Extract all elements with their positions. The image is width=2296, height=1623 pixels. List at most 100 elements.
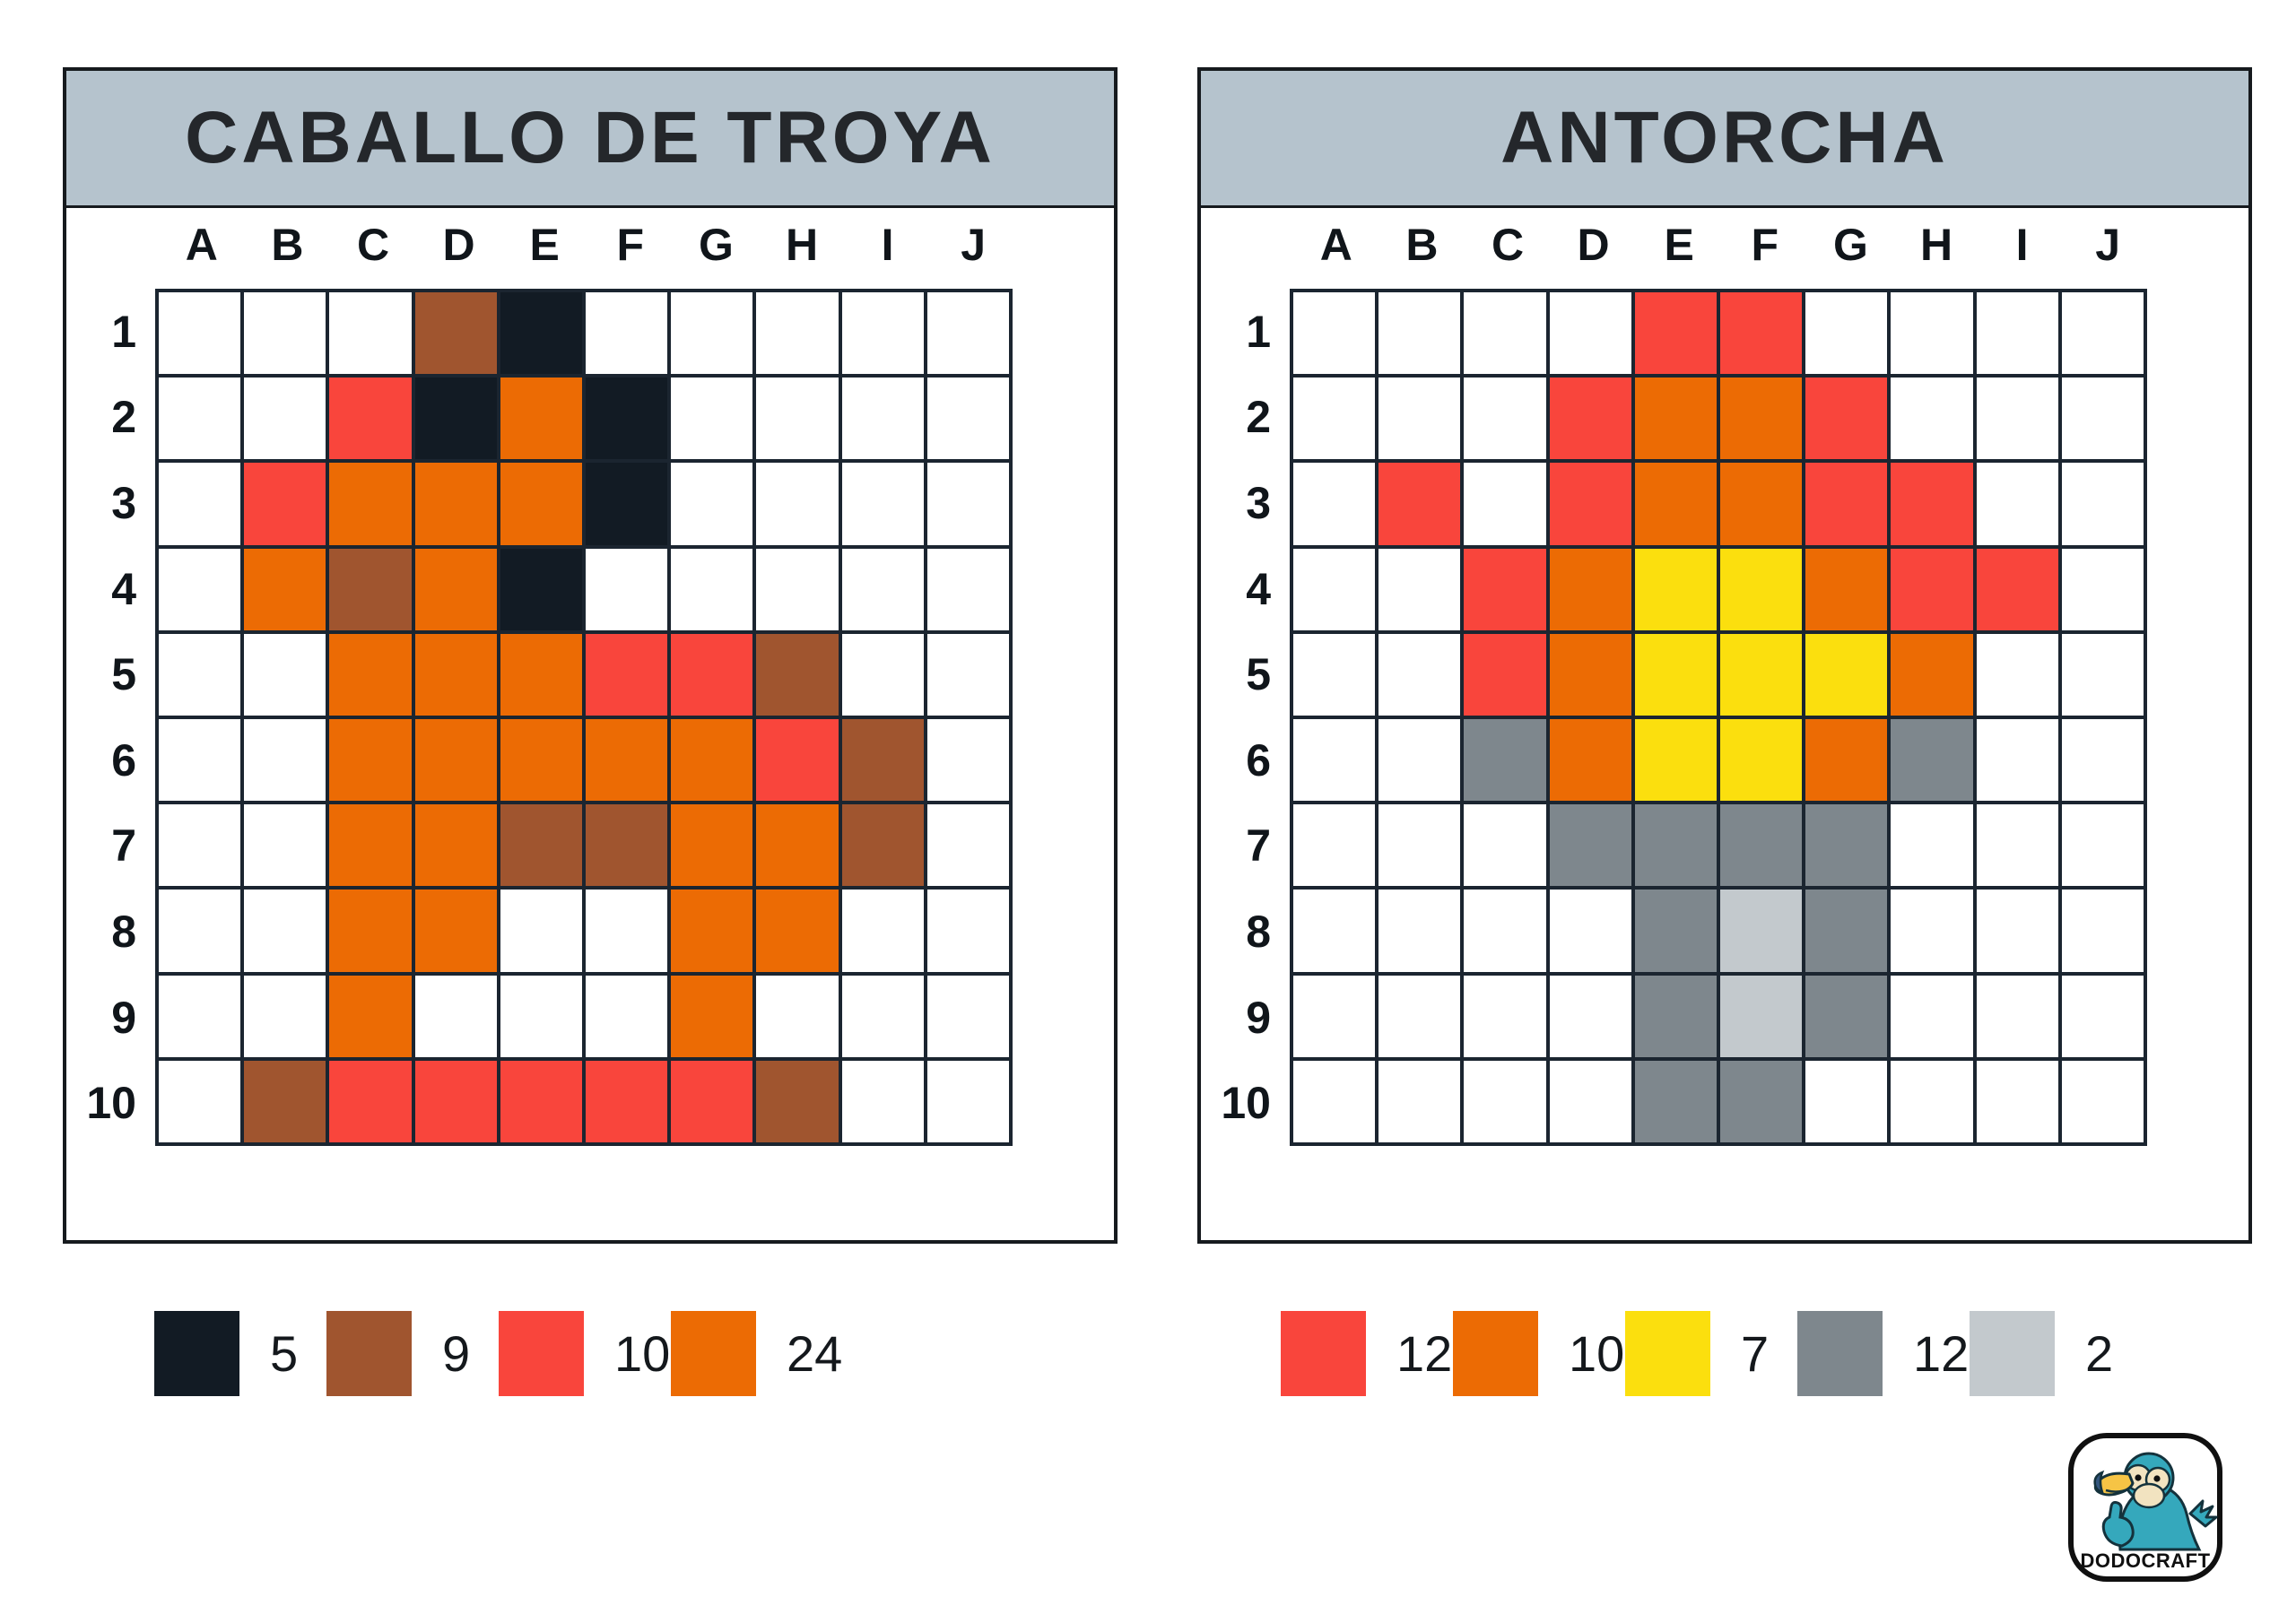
column-labels: A B C D E F G H I J: [159, 219, 1016, 271]
cell-G4-orange: [1805, 548, 1888, 630]
cell-A2: [1293, 378, 1376, 460]
pixel-grid-board: A B C D E F G H I J 1 2 3 4 5 6 7 8 9 10: [1201, 208, 2248, 1240]
legend-item-red: 10: [499, 1311, 671, 1396]
legend-count: 2: [2085, 1325, 2114, 1382]
cell-F3-black: [585, 463, 668, 545]
row-label-4: 4: [111, 563, 136, 614]
cell-J2: [926, 378, 1009, 460]
cell-D5-orange: [1549, 633, 1631, 716]
cell-F5-yellow: [1719, 633, 1803, 716]
cell-D4-orange: [1549, 548, 1631, 630]
cell-J3: [2061, 463, 2144, 545]
cell-E4-yellow: [1634, 548, 1717, 630]
orange-swatch: [1453, 1311, 1538, 1396]
cell-H5-brown: [756, 633, 839, 716]
cell-E10-red: [500, 1060, 582, 1142]
cell-I5: [1976, 633, 2058, 716]
cell-A7: [1293, 804, 1376, 887]
cell-F10-gray: [1719, 1060, 1803, 1142]
col-label-G: G: [698, 220, 734, 270]
cell-D9: [1549, 975, 1631, 1057]
cell-J3: [926, 463, 1009, 545]
col-label-F: F: [1751, 220, 1779, 270]
legend-item-black: 5: [154, 1311, 326, 1396]
cell-E1-red: [1634, 292, 1717, 375]
cell-A8: [159, 890, 241, 972]
cell-J1: [2061, 292, 2144, 375]
cell-J4: [2061, 548, 2144, 630]
legend-count: 9: [442, 1325, 471, 1382]
cell-E10-gray: [1634, 1060, 1717, 1142]
cell-H6-red: [756, 718, 839, 802]
row-label-3: 3: [111, 477, 136, 528]
cell-B3-red: [244, 463, 326, 545]
cell-D1-brown: [414, 292, 497, 375]
cell-I5: [841, 633, 924, 716]
cell-G4: [671, 548, 753, 630]
cell-J9: [2061, 975, 2144, 1057]
cell-A7: [159, 804, 241, 887]
cell-F6-orange: [585, 718, 668, 802]
row-label-4: 4: [1246, 563, 1271, 614]
cell-B9: [244, 975, 326, 1057]
col-label-E: E: [1664, 220, 1694, 270]
row-label-6: 6: [111, 734, 136, 785]
cell-E5-yellow: [1634, 633, 1717, 716]
cell-B1: [244, 292, 326, 375]
cell-A10: [159, 1060, 241, 1142]
cell-F10-red: [585, 1060, 668, 1142]
brown-swatch: [326, 1311, 412, 1396]
cell-E8-gray: [1634, 890, 1717, 972]
cell-B1: [1378, 292, 1461, 375]
puzzle-card-antorcha: ANTORCHA A B C D E F G H I J 1 2 3 4 5 6 7 8 9 10: [1197, 67, 2252, 1244]
cell-D7-gray: [1549, 804, 1631, 887]
legend-count: 10: [1569, 1325, 1625, 1382]
cell-J10: [926, 1060, 1009, 1142]
cell-C7: [1464, 804, 1546, 887]
legend-item-red: 12: [1281, 1311, 1453, 1396]
cell-H7-orange: [756, 804, 839, 887]
cell-I6-brown: [841, 718, 924, 802]
cell-B7: [244, 804, 326, 887]
cell-I9: [841, 975, 924, 1057]
cell-G6-orange: [671, 718, 753, 802]
cell-D6-orange: [414, 718, 497, 802]
cell-B5: [244, 633, 326, 716]
puzzle-title: ANTORCHA: [1500, 97, 1949, 178]
cell-C10-red: [329, 1060, 412, 1142]
cell-D8: [1549, 890, 1631, 972]
pixel-grid-board: A B C D E F G H I J 1 2 3 4 5 6 7 8 9 10: [66, 208, 1114, 1240]
cell-D10-red: [414, 1060, 497, 1142]
cell-G3-red: [1805, 463, 1888, 545]
col-label-D: D: [442, 220, 475, 270]
cell-I10: [841, 1060, 924, 1142]
cell-A3: [1293, 463, 1376, 545]
legend-item-light-gray: 2: [1970, 1311, 2142, 1396]
cell-I1: [841, 292, 924, 375]
cell-C1: [329, 292, 412, 375]
cell-A6: [159, 718, 241, 802]
row-label-7: 7: [1246, 820, 1271, 872]
cell-F2-orange: [1719, 378, 1803, 460]
legend-count: 12: [1913, 1325, 1970, 1382]
row-label-9: 9: [1246, 992, 1271, 1043]
cell-G3: [671, 463, 753, 545]
cell-H5-orange: [1891, 633, 1973, 716]
cell-J8: [2061, 890, 2144, 972]
cell-I6: [1976, 718, 2058, 802]
col-label-C: C: [1491, 220, 1525, 270]
cell-C3: [1464, 463, 1546, 545]
legend-count: 24: [787, 1325, 843, 1382]
logo-text: DODOCRAFT: [2080, 1549, 2210, 1572]
cell-D8-orange: [414, 890, 497, 972]
cell-E4-black: [500, 548, 582, 630]
cell-H8-orange: [756, 890, 839, 972]
col-label-E: E: [529, 220, 560, 270]
cell-C8-orange: [329, 890, 412, 972]
cell-I2: [841, 378, 924, 460]
cell-H4: [756, 548, 839, 630]
cell-E9: [500, 975, 582, 1057]
col-label-I: I: [881, 220, 894, 270]
cell-H2: [756, 378, 839, 460]
cell-G6-orange: [1805, 718, 1888, 802]
